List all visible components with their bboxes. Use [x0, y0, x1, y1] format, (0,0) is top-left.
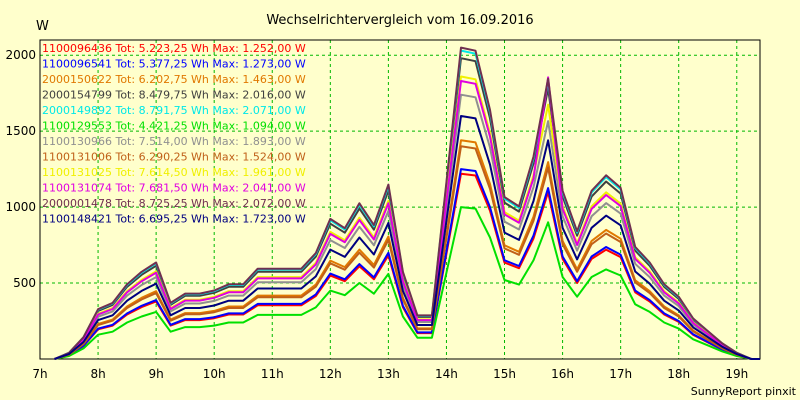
legend-entry: 1100096541 Tot: 5.377,25 Wh Max: 1.273,0… — [42, 58, 306, 71]
y-tick-label: 2000 — [5, 48, 36, 62]
x-tick-label: 16h — [551, 367, 574, 381]
x-tick-label: 14h — [435, 367, 458, 381]
y-tick-label: 500 — [13, 276, 36, 290]
y-tick-label: 1500 — [5, 124, 36, 138]
series-line — [54, 46, 760, 360]
legend-entry: 1100148421 Tot: 6.695,25 Wh Max: 1.723,0… — [42, 213, 306, 226]
x-tick-label: 9h — [149, 367, 164, 381]
series-line — [54, 145, 760, 360]
series-line — [54, 115, 760, 360]
legend: 1100096436 Tot: 5.223,25 Wh Max: 1.252,0… — [42, 42, 306, 226]
x-tick-label: 13h — [377, 367, 400, 381]
chart-title: Wechselrichtervergleich vom 16.09.2016 — [266, 13, 533, 28]
x-tick-label: 8h — [90, 367, 105, 381]
y-axis-ticks: 500 1000 1500 2000 — [5, 48, 36, 290]
x-tick-label: 18h — [667, 367, 690, 381]
footer-credit: SunnyReport pinxit — [691, 385, 797, 398]
x-tick-label: 11h — [261, 367, 284, 381]
legend-entry: 2000149892 Tot: 8.791,75 Wh Max: 2.071,0… — [42, 104, 306, 117]
legend-entry: 1100131025 Tot: 7.614,50 Wh Max: 1.961,0… — [42, 166, 306, 179]
y-tick-label: 1000 — [5, 200, 36, 214]
series-line — [54, 76, 760, 360]
legend-entry: 1100129553 Tot: 4.421,25 Wh Max: 1.094,0… — [42, 120, 306, 133]
legend-entry: 1100131074 Tot: 7.681,50 Wh Max: 2.041,0… — [42, 182, 306, 195]
legend-entry: 1100131006 Tot: 6.290,25 Wh Max: 1.524,0… — [42, 151, 306, 164]
x-tick-label: 15h — [493, 367, 516, 381]
x-tick-label: 19h — [725, 367, 748, 381]
x-tick-label: 7h — [32, 367, 47, 381]
x-tick-label: 12h — [319, 367, 342, 381]
legend-entry: 2000001478 Tot: 8.725,25 Wh Max: 2.072,0… — [42, 197, 306, 210]
legend-entry: 2000150622 Tot: 6.202,75 Wh Max: 1.463,0… — [42, 73, 306, 86]
x-tick-label: 17h — [609, 367, 632, 381]
legend-entry: 1100130966 Tot: 7.514,00 Wh Max: 1.893,0… — [42, 135, 306, 148]
plot-frame — [39, 39, 761, 360]
series-line — [54, 168, 760, 360]
x-axis-ticks: 7h 8h 9h 10h 11h 12h 13h 14h 15h 16h 17h 18h 19h — [32, 367, 748, 381]
x-tick-label: 10h — [203, 367, 226, 381]
y-axis-unit-label: W — [36, 19, 49, 34]
series-lines — [54, 46, 760, 360]
series-line — [54, 206, 760, 360]
legend-entry: 2000154799 Tot: 8.479,75 Wh Max: 2.016,0… — [42, 89, 306, 102]
legend-entry: 1100096436 Tot: 5.223,25 Wh Max: 1.252,0… — [42, 42, 306, 55]
